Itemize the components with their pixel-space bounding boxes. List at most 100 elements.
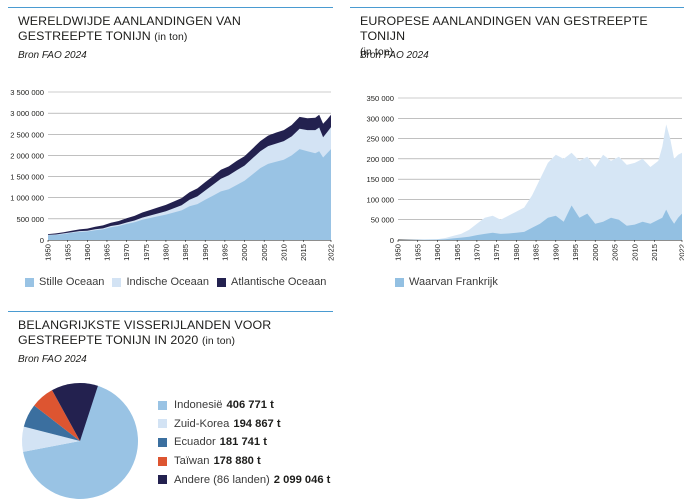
europe-y-tick-label: 50 000: [371, 216, 394, 225]
pie-legend-row: Taïwan 178 880 t: [158, 452, 330, 471]
pie-value-ecuador: 181 741 t: [219, 436, 267, 449]
pie-source: Bron FAO 2024: [18, 354, 87, 365]
europe-series-area: [398, 124, 682, 240]
world-y-tick-label: 2 000 000: [10, 151, 44, 160]
europe-y-tick-label: 150 000: [367, 175, 394, 184]
pie-slice-ta-wan: [34, 390, 80, 441]
world-y-tick-label: 1 500 000: [10, 173, 44, 182]
europe-legend: Waarvan Frankrijk: [395, 276, 506, 288]
legend-label-indian: Indische Oceaan: [126, 276, 209, 288]
world-x-tick-label: 1985: [181, 244, 190, 261]
world-x-tick-label: 2015: [299, 244, 308, 261]
world-series-area: [48, 149, 331, 240]
europe-y-tick-label: 0: [390, 236, 394, 245]
world-chart: 0 500 000 1 000 000 1 500 000 2 000 000 2 500…: [10, 88, 336, 261]
europe-x-tick-label: 1985: [532, 244, 541, 261]
pie-value-south-korea: 194 867 t: [233, 417, 281, 430]
world-y-tick-label: 3 000 000: [10, 109, 44, 118]
pie-swatch-south-korea: [158, 419, 167, 429]
europe-x-tick-label: 2000: [591, 244, 600, 261]
europe-x-tick-label: 1965: [453, 244, 462, 261]
pie-legend-row: Zuid-Korea 194 867 t: [158, 415, 330, 434]
world-y-tick-label: 1 000 000: [10, 194, 44, 203]
legend-swatch-france: [395, 277, 404, 287]
europe-x-tick-label: 1975: [492, 244, 501, 261]
europe-y-tick-label: 350 000: [367, 94, 394, 103]
world-x-tick-label: 2005: [260, 244, 269, 261]
pie-legend-row: Andere (86 landen) 2 099 046 t: [158, 470, 330, 489]
pie-chart-title: BELANGRIJKSTE VISSERIJLANDEN VOOR GESTRE…: [18, 318, 323, 349]
legend-item-atlantic: Atlantische Oceaan: [217, 276, 326, 288]
pie-legend-row: Ecuador 181 741 t: [158, 433, 330, 452]
world-y-tick-label: 500 000: [17, 215, 44, 224]
world-x-tick-label: 1975: [142, 244, 151, 261]
world-x-tick-label: 1995: [220, 244, 229, 261]
world-x-tick-label: 1960: [83, 244, 92, 261]
pie-slice-andere-86-landen-: [52, 383, 98, 441]
pie-label-ecuador: Ecuador: [174, 436, 216, 449]
europe-y-tick-label: 200 000: [367, 155, 394, 164]
europe-x-tick-label: 1995: [571, 244, 580, 261]
world-x-tick-label: 1970: [122, 244, 131, 261]
world-x-tick-label: 1955: [63, 244, 72, 261]
legend-label-atlantic: Atlantische Oceaan: [231, 276, 327, 288]
europe-title-text: EUROPESE AANLANDINGEN VAN GESTREEPTE TON…: [360, 14, 648, 43]
europe-chart-title: EUROPESE AANLANDINGEN VAN GESTREEPTE TON…: [360, 14, 680, 60]
pie-title-unit: (in ton): [201, 336, 236, 347]
europe-y-tick-label: 300 000: [367, 114, 394, 123]
pie-label-indonesia: Indonesië: [174, 399, 223, 412]
europe-x-tick-label: 1955: [413, 244, 422, 261]
pie-value-other: 2 099 046 t: [273, 473, 331, 486]
pie-chart: [22, 383, 139, 499]
pie-title-rule: [8, 311, 333, 312]
europe-title-rule: [350, 7, 684, 8]
legend-swatch-indian: [112, 277, 122, 287]
europe-y-tick-label: 250 000: [367, 135, 394, 144]
europe-x-tick-label: 2022: [678, 244, 684, 261]
world-x-tick-label: 1990: [201, 244, 210, 261]
europe-x-tick-label: 1950: [394, 244, 403, 261]
world-title-text: WERELDWIJDE AANLANDINGEN VAN GESTREEPTE …: [18, 14, 241, 43]
legend-label-pacific: Stille Oceaan: [39, 276, 105, 288]
pie-legend: Indonesië 406 771 t Zuid-Korea 194 867 t E…: [158, 396, 330, 489]
pie-swatch-indonesia: [158, 400, 167, 410]
pie-legend-row: Indonesië 406 771 t: [158, 396, 330, 415]
world-x-tick-label: 2022: [327, 244, 336, 261]
pie-title-text: BELANGRIJKSTE VISSERIJLANDEN VOOR GESTRE…: [18, 318, 272, 347]
legend-swatch-atlantic: [217, 277, 226, 287]
pie-label-south-korea: Zuid-Korea: [174, 417, 230, 430]
world-legend: Stille Oceaan Indische Oceaan Atlantisch…: [25, 276, 334, 288]
pie-label-taiwan: Taïwan: [174, 455, 210, 468]
europe-x-tick-label: 1960: [433, 244, 442, 261]
europe-x-tick-label: 2005: [611, 244, 620, 261]
world-y-tick-label: 0: [40, 236, 44, 245]
legend-item-pacific: Stille Oceaan: [25, 276, 104, 288]
europe-chart: 0 50 000 100 000 150 000 200 000 250 000 300 0…: [367, 94, 684, 261]
europe-series-area: [398, 205, 682, 240]
pie-swatch-taiwan: [158, 456, 167, 466]
world-title-rule: [8, 7, 333, 8]
pie-label-other: Andere (86 landen): [174, 473, 270, 486]
europe-x-tick-label: 1980: [512, 244, 521, 261]
pie-value-indonesia: 406 771 t: [226, 399, 274, 412]
europe-source: Bron FAO 2024: [360, 50, 429, 61]
pie-swatch-ecuador: [158, 437, 167, 447]
world-x-tick-label: 2010: [279, 244, 288, 261]
pie-slice-indonesi-: [23, 383, 139, 499]
world-chart-title: WERELDWIJDE AANLANDINGEN VAN GESTREEPTE …: [18, 14, 308, 45]
world-y-tick-label: 2 500 000: [10, 130, 44, 139]
europe-x-tick-label: 2010: [630, 244, 639, 261]
world-y-tick-label: 3 500 000: [10, 88, 44, 97]
world-x-tick-label: 2000: [240, 244, 249, 261]
legend-item-france: Waarvan Frankrijk: [395, 276, 498, 288]
world-title-unit: (in ton): [154, 32, 188, 43]
pie-swatch-other: [158, 475, 167, 485]
world-x-tick-label: 1965: [103, 244, 112, 261]
legend-label-france: Waarvan Frankrijk: [409, 276, 498, 288]
legend-swatch-pacific: [25, 277, 34, 287]
europe-x-tick-label: 2015: [650, 244, 659, 261]
europe-x-tick-label: 1990: [551, 244, 560, 261]
pie-slice-ecuador: [23, 405, 80, 441]
europe-title-unit: (in ton): [360, 47, 394, 58]
pie-slice-zuid-korea: [22, 426, 80, 452]
